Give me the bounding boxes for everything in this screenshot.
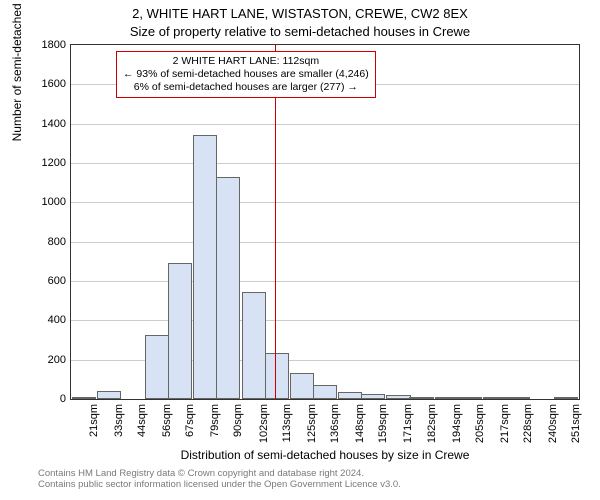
y-tick-label: 1200 [26,157,66,169]
histogram-bar [290,373,314,399]
x-tick-label: 102sqm [258,404,270,454]
x-tick-label: 113sqm [281,404,293,454]
annotation-line2: ← 93% of semi-detached houses are smalle… [123,68,369,81]
histogram-bar [458,397,482,399]
annotation-line1: 2 WHITE HART LANE: 112sqm [123,55,369,68]
histogram-bar [193,135,217,399]
gridline-h [71,202,579,203]
y-tick-label: 600 [26,275,66,287]
gridline-h [71,320,579,321]
footer-line1: Contains HM Land Registry data © Crown c… [38,468,401,479]
histogram-bar [72,397,96,399]
x-tick-label: 194sqm [451,404,463,454]
y-tick-label: 800 [26,236,66,248]
histogram-bar [313,385,337,399]
histogram-bar [265,353,289,399]
annotation-line3: 6% of semi-detached houses are larger (2… [123,81,369,94]
x-tick-label: 125sqm [306,404,318,454]
histogram-bar [506,397,530,399]
footer-attribution: Contains HM Land Registry data © Crown c… [38,468,401,491]
plot-area: 2 WHITE HART LANE: 112sqm ← 93% of semi-… [70,44,580,400]
histogram-bar [409,397,433,399]
x-tick-label: 33sqm [113,404,125,454]
histogram-bar [483,397,507,399]
histogram-bar [216,177,240,399]
gridline-h [71,242,579,243]
histogram-bar [242,292,266,399]
x-tick-label: 148sqm [354,404,366,454]
chart-title-line1: 2, WHITE HART LANE, WISTASTON, CREWE, CW… [0,6,600,21]
footer-line2: Contains public sector information licen… [38,479,401,490]
y-tick-label: 200 [26,354,66,366]
x-tick-label: 67sqm [184,404,196,454]
histogram-bar [435,397,459,399]
x-tick-label: 240sqm [547,404,559,454]
histogram-bar [386,395,410,399]
x-tick-label: 79sqm [209,404,221,454]
x-tick-label: 159sqm [377,404,389,454]
chart-container: 2, WHITE HART LANE, WISTASTON, CREWE, CW… [0,0,600,500]
x-tick-label: 44sqm [136,404,148,454]
x-tick-label: 205sqm [474,404,486,454]
gridline-h [71,281,579,282]
x-tick-label: 251sqm [570,404,582,454]
annotation-box: 2 WHITE HART LANE: 112sqm ← 93% of semi-… [116,51,376,98]
y-tick-label: 1800 [26,39,66,51]
x-tick-label: 228sqm [522,404,534,454]
y-tick-label: 400 [26,314,66,326]
x-tick-label: 171sqm [402,404,414,454]
gridline-h [71,163,579,164]
x-tick-label: 136sqm [329,404,341,454]
histogram-bar [338,392,362,399]
y-axis-label: Number of semi-detached properties [10,0,24,222]
histogram-bar [145,335,169,399]
x-tick-label: 182sqm [426,404,438,454]
x-tick-label: 56sqm [161,404,173,454]
x-tick-label: 217sqm [499,404,511,454]
y-tick-label: 1400 [26,118,66,130]
chart-title-line2: Size of property relative to semi-detach… [0,24,600,39]
histogram-bar [168,263,192,399]
histogram-bar [97,391,121,399]
gridline-h [71,124,579,125]
y-tick-label: 0 [26,393,66,405]
x-tick-label: 21sqm [88,404,100,454]
y-tick-label: 1000 [26,196,66,208]
histogram-bar [361,394,385,399]
histogram-bar [554,397,578,399]
x-tick-label: 90sqm [232,404,244,454]
y-tick-label: 1600 [26,78,66,90]
